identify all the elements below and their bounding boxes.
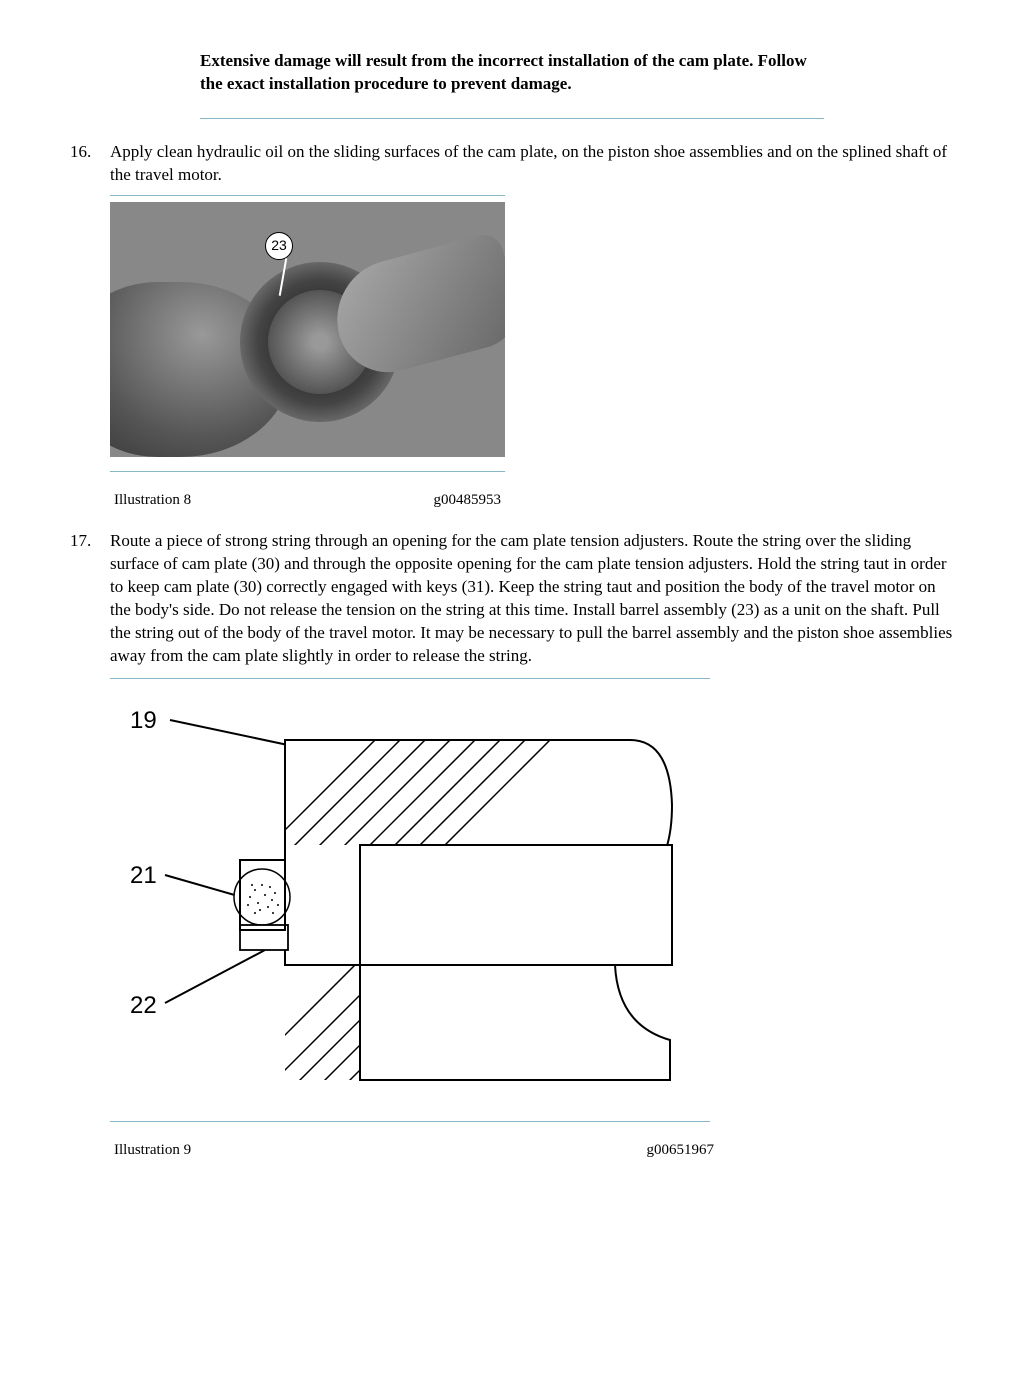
label-21: 21 (130, 860, 157, 892)
illustration-9-label: Illustration 9 (114, 1140, 191, 1160)
fig-divider-top (110, 195, 505, 196)
fig-divider-bot (110, 471, 505, 472)
illustration-8-label: Illustration 8 (114, 490, 191, 510)
divider (200, 118, 824, 119)
step-number: 17. (70, 530, 91, 553)
label-19: 19 (130, 705, 157, 737)
label-22: 22 (130, 990, 157, 1022)
step-17: 17. Route a piece of strong string throu… (70, 530, 954, 1160)
illustration-8-code: g00485953 (434, 490, 502, 510)
step-text: Route a piece of strong string through a… (110, 531, 952, 665)
illustration-8-photo: 23 (110, 202, 505, 457)
step-16: 16. Apply clean hydraulic oil on the sli… (70, 141, 954, 510)
fig-divider-top (110, 678, 710, 679)
callout-23: 23 (265, 232, 293, 260)
figure-9-block: 19 21 22 (110, 678, 710, 1160)
step-text: Apply clean hydraulic oil on the sliding… (110, 142, 947, 184)
illustration-9-code: g00651967 (647, 1140, 715, 1160)
step-number: 16. (70, 141, 91, 164)
warning-text: Extensive damage will result from the in… (200, 50, 824, 96)
illustration-9-diagram: 19 21 22 (110, 685, 710, 1115)
fig-divider-bot (110, 1121, 710, 1122)
figure-8-block: 23 Illustration 8 g00485953 (110, 195, 505, 510)
